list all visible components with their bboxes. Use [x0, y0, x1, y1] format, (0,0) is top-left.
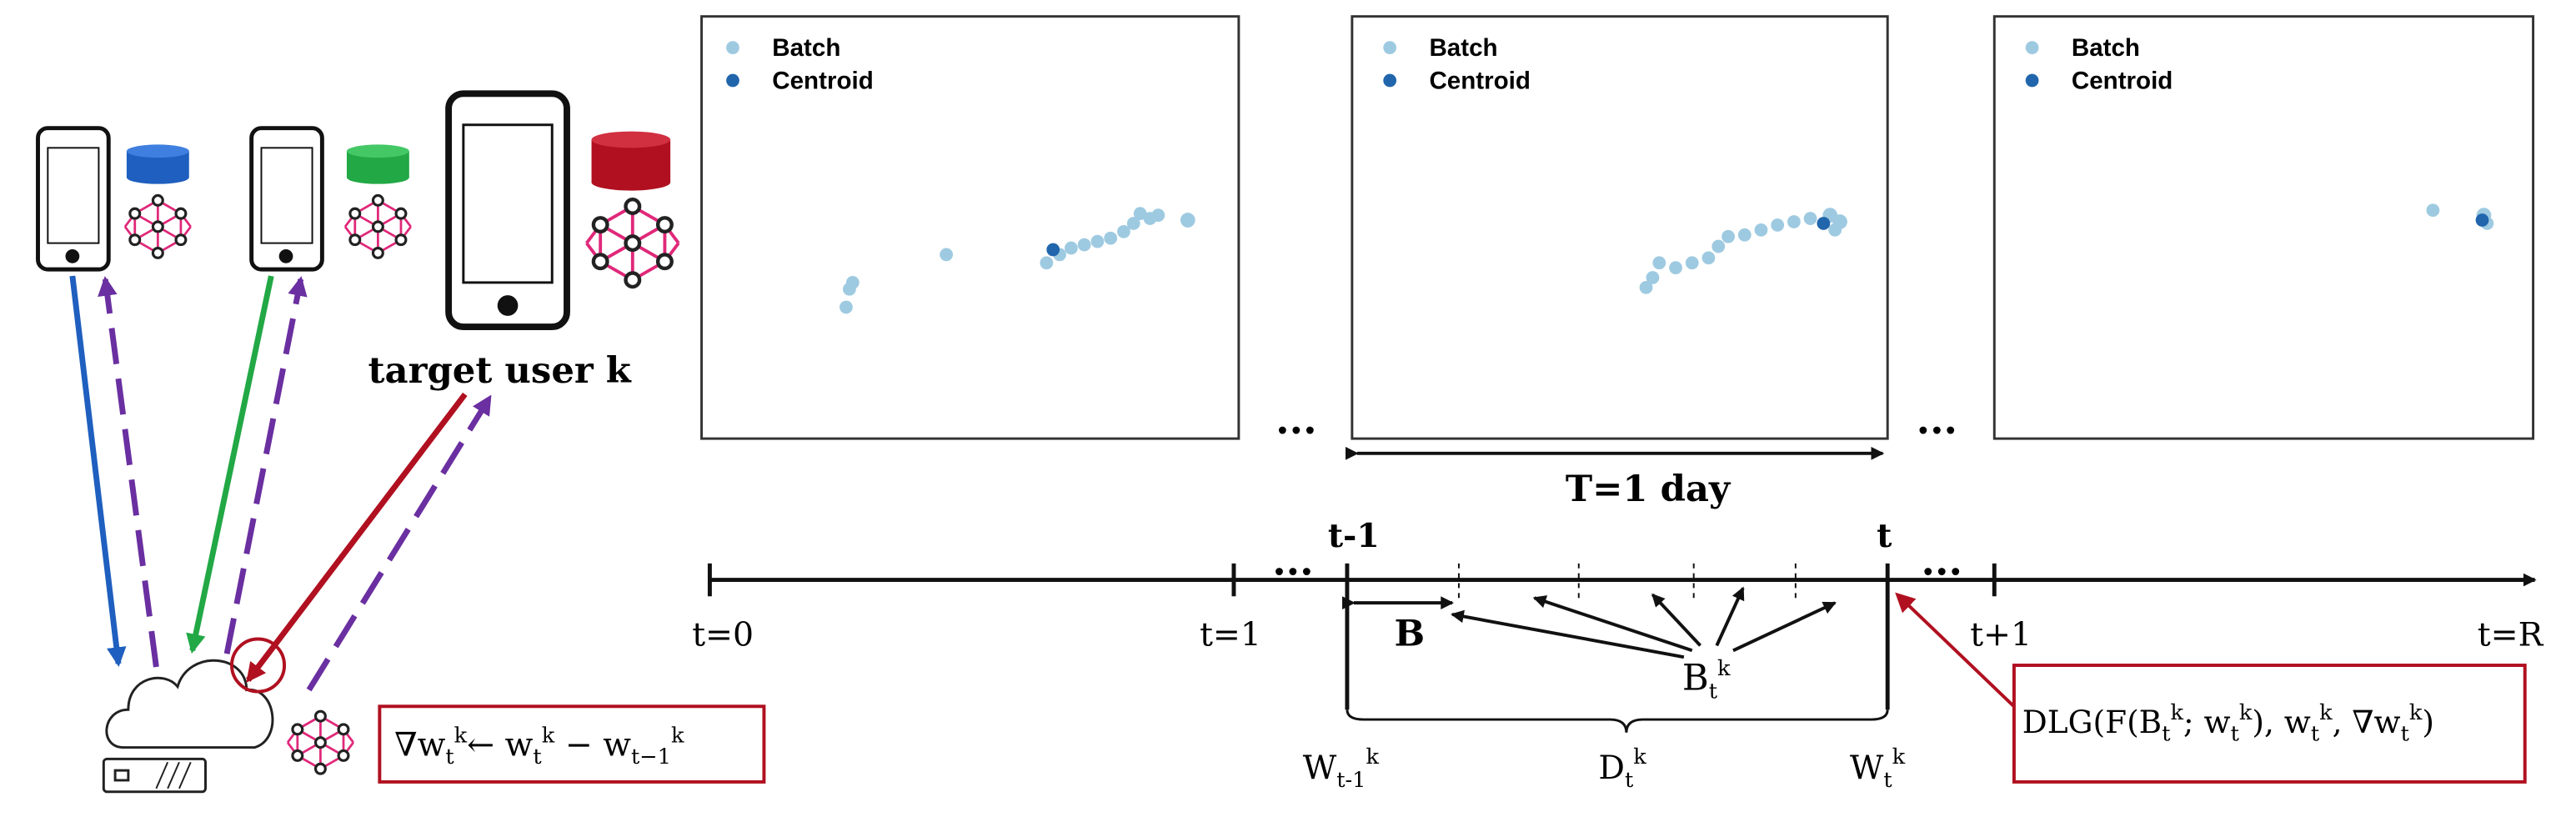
- symbol: W: [1850, 749, 1884, 787]
- symbol: t: [1709, 679, 1718, 704]
- symbol: W: [1303, 749, 1337, 787]
- formula-part: t: [2231, 722, 2240, 747]
- legends: Batch Centroid Batch Centroid Batch Centroid: [726, 34, 2173, 94]
- legend-label: Batch: [1429, 34, 1497, 62]
- comm-arrows: [69, 275, 493, 692]
- formula-part: t: [2162, 722, 2171, 747]
- legend-marker: [726, 41, 739, 55]
- attack-formula: DLG(F(Btk; wtk), wtk, ∇wtk): [2022, 700, 2434, 747]
- svg-text:Dtk: Dtk: [1598, 744, 1646, 793]
- databases: [126, 131, 671, 191]
- formula-part: t−1: [631, 744, 671, 769]
- symbol: k: [1717, 656, 1731, 681]
- formula-part: ): [2422, 704, 2434, 740]
- symbol: t-1: [1336, 768, 1366, 793]
- timeline-symbols: Btk Wt-1k Dtk Wtk: [1303, 656, 1906, 793]
- formula-part: k: [2239, 700, 2253, 725]
- period-label: T=1 day: [1566, 468, 1732, 510]
- legend-marker: [726, 73, 739, 88]
- tick-label: t: [1877, 517, 1892, 555]
- symbol: D: [1598, 749, 1625, 787]
- batch-size-label: B: [1394, 612, 1425, 654]
- formula-part: ∇w: [394, 725, 446, 764]
- ellipsis: ...: [1272, 539, 1313, 585]
- legend-label: Batch: [772, 34, 840, 62]
- timeline-labels: t=0 t=1 t+1 t=R t-1 t B: [692, 517, 2543, 654]
- devices: [36, 90, 570, 331]
- legend-label: Centroid: [772, 67, 873, 94]
- formula-part: − w: [554, 725, 631, 764]
- formula-part: ; w: [2183, 704, 2231, 740]
- symbol: t: [1883, 768, 1892, 793]
- symbol: B: [1682, 658, 1709, 699]
- formula-part: k: [671, 724, 684, 749]
- panels: [700, 15, 2535, 440]
- ellipsis: ...: [1917, 398, 1957, 444]
- attack-box: [2012, 664, 2527, 784]
- formula-part: k: [2319, 700, 2333, 725]
- batch-arrows: [1451, 586, 1837, 659]
- formula-box: [378, 704, 766, 784]
- tick-label: t+1: [1970, 615, 2032, 654]
- target-label: target user k: [368, 349, 632, 392]
- formula-part: k: [2170, 700, 2183, 725]
- attack-arrow: [1895, 592, 2019, 711]
- svg-text:Wtk: Wtk: [1850, 744, 1906, 793]
- scatter-points: [839, 203, 2494, 314]
- highlight-circle: [230, 637, 287, 694]
- formula-part: k: [454, 724, 468, 749]
- legend-label: Centroid: [1429, 67, 1530, 94]
- symbol: k: [1366, 744, 1379, 769]
- tick-label: t=R: [2478, 615, 2544, 654]
- formula-part: t: [445, 744, 454, 769]
- timeline: [707, 563, 2537, 733]
- legend-label: Batch: [2072, 34, 2140, 62]
- legend-marker: [2025, 41, 2039, 55]
- formula-part: k: [542, 724, 555, 749]
- server: [102, 659, 274, 794]
- centroids: [1046, 213, 2489, 257]
- ellipses: ... ... ... ...: [1272, 398, 1962, 584]
- legend-marker: [1383, 73, 1397, 88]
- svg-text:Wt-1k: Wt-1k: [1303, 744, 1380, 793]
- legend-marker: [1383, 41, 1397, 55]
- legend-label: Centroid: [2072, 67, 2173, 94]
- gradient-formula: ∇wtk← wtk − wt−1k: [394, 724, 684, 770]
- symbol: k: [1633, 744, 1646, 769]
- formula-part: t: [2311, 722, 2320, 747]
- formula-part: t: [2401, 722, 2410, 747]
- symbol: k: [1892, 744, 1906, 769]
- formula-part: , ∇w: [2333, 704, 2401, 740]
- legend-marker: [2025, 73, 2039, 88]
- formula-part: DLG(F(B: [2022, 704, 2162, 740]
- ellipsis: ...: [1275, 398, 1316, 444]
- formula-part: ), w: [2252, 704, 2310, 740]
- formula-part: t: [533, 744, 542, 769]
- formula-part: k: [2409, 700, 2423, 725]
- ellipsis: ...: [1922, 539, 1962, 585]
- tick-label: t-1: [1328, 517, 1380, 555]
- batch-dividers: [1457, 563, 1797, 600]
- formula-part: ← w: [467, 725, 534, 764]
- symbol: t: [1625, 768, 1634, 793]
- tick-label: t=0: [692, 615, 754, 654]
- tick-label: t=1: [1200, 615, 1261, 654]
- svg-text:Btk: Btk: [1682, 656, 1731, 704]
